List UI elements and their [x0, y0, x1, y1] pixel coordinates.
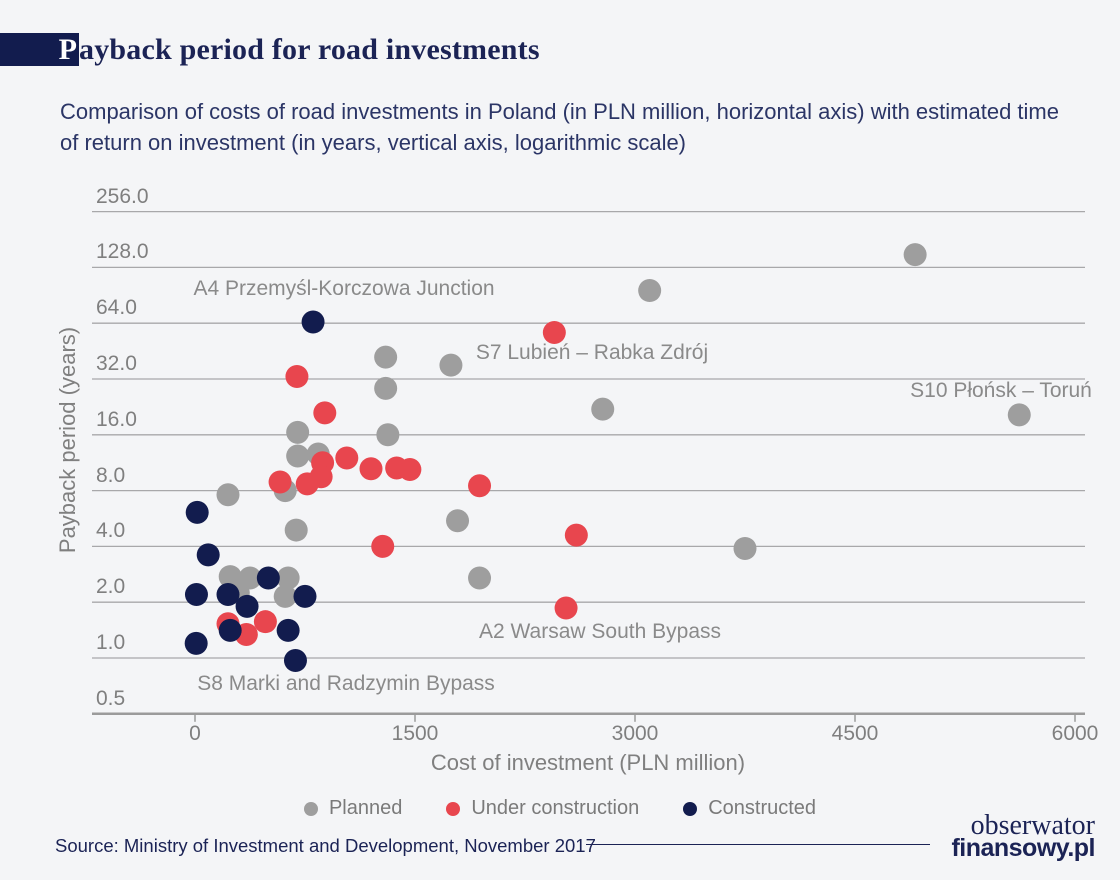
data-point-under-construction [468, 474, 492, 498]
data-point-planned [446, 509, 470, 533]
data-point-constructed [216, 583, 240, 607]
data-point-under-construction [313, 401, 337, 425]
data-point-constructed [218, 618, 242, 642]
source-note: Source: Ministry of Investment and Devel… [55, 835, 596, 856]
x-tick-label-6000: 6000 [1051, 722, 1099, 745]
y-tick-label-2: 2.0 [96, 575, 126, 599]
data-point-constructed [276, 618, 300, 642]
data-point-under-construction [268, 470, 292, 494]
x-tick-label-0: 0 [189, 722, 201, 745]
legend-label: Constructed [708, 797, 817, 819]
legend-item-under-construction: Under construction [446, 797, 639, 820]
data-point-planned [376, 423, 400, 447]
data-point-planned [468, 566, 492, 590]
data-point-planned [1007, 403, 1031, 427]
x-tick-label-3000: 3000 [611, 722, 659, 745]
legend-dot-icon [446, 801, 461, 816]
y-tick-label-64: 64.0 [96, 296, 137, 320]
annotation-label: S8 Marki and Radzymin Bypass [197, 672, 495, 695]
y-tick-label-128: 128.0 [96, 240, 149, 264]
title-initial-letter: P [58, 32, 77, 66]
data-point-planned [284, 518, 308, 542]
data-point-planned [638, 279, 662, 303]
data-point-planned [286, 420, 310, 444]
legend-item-planned: Planned [303, 797, 403, 820]
chart-legend: Planned Under construction Constructed [0, 797, 1120, 820]
data-point-planned [733, 536, 757, 560]
data-point-planned [903, 243, 927, 267]
y-tick-label-4: 4.0 [96, 519, 126, 543]
data-point-under-construction [564, 523, 588, 547]
data-point-constructed [184, 583, 208, 607]
data-point-constructed [196, 543, 220, 567]
legend-label: Planned [328, 797, 403, 819]
data-point-under-construction [554, 596, 578, 620]
footer-divider [586, 844, 930, 845]
data-point-planned [216, 483, 240, 507]
legend-item-constructed: Constructed [683, 797, 816, 820]
y-tick-label-1: 1.0 [96, 631, 126, 654]
annotation-label: A4 Przemyśl-Korczowa Junction [193, 277, 495, 300]
legend-dot-icon [683, 801, 698, 816]
logo-line-finansowy: finansowy.pl [951, 834, 1095, 862]
x-axis-title: Cost of investment (PLN million) [430, 750, 746, 775]
data-point-under-construction [335, 446, 359, 470]
legend-dot-icon [303, 801, 318, 816]
annotation-label: S7 Lubień – Rabka Zdrój [475, 341, 709, 364]
data-point-constructed [235, 594, 259, 618]
data-point-constructed [184, 631, 208, 655]
data-point-planned [276, 566, 300, 590]
chart-subtitle: Comparison of costs of road investments … [60, 96, 1070, 158]
data-point-planned [439, 353, 463, 377]
obserwator-finansowy-logo: obserwator finansowy.pl [951, 812, 1095, 861]
y-tick-label-8: 8.0 [96, 463, 126, 487]
data-point-under-construction [285, 365, 309, 389]
data-point-constructed [301, 310, 325, 334]
data-point-under-construction [542, 321, 566, 345]
data-point-under-construction [253, 610, 277, 634]
subtitle-line-2: of return on investment (in years, verti… [60, 130, 687, 155]
annotation-label: A2 Warsaw South Bypass [479, 620, 721, 643]
data-point-constructed [185, 500, 209, 524]
data-point-under-construction [295, 472, 319, 496]
data-point-constructed [283, 648, 307, 672]
data-point-constructed [256, 566, 280, 590]
data-point-planned [273, 584, 297, 608]
legend-label: Under construction [471, 797, 640, 819]
title-accent-box: P [0, 33, 79, 66]
subtitle-line-1: Comparison of costs of road investments … [60, 99, 1059, 124]
logo-line-obserwator: obserwator [970, 810, 1095, 841]
y-tick-label-0.5: 0.5 [96, 686, 126, 710]
data-point-under-construction [359, 457, 383, 481]
y-tick-label-256: 256.0 [96, 184, 149, 208]
data-point-under-construction [398, 457, 422, 481]
y-axis-title: Payback period (years) [55, 326, 80, 554]
page-title: P ayback period for road investments [0, 33, 540, 66]
data-point-under-construction [371, 534, 395, 558]
x-tick-label-4500: 4500 [831, 722, 879, 745]
data-point-planned [374, 376, 398, 400]
data-point-planned [591, 397, 615, 421]
data-point-planned [286, 444, 310, 468]
y-tick-label-32: 32.0 [96, 352, 137, 375]
y-tick-label-16: 16.0 [96, 407, 137, 431]
data-point-planned [374, 345, 398, 369]
data-point-constructed [293, 584, 317, 608]
annotation-label: S10 Płońsk – Toruń [910, 379, 1092, 402]
page-title-text: ayback period for road investments [79, 32, 540, 66]
x-tick-label-1500: 1500 [391, 722, 439, 745]
